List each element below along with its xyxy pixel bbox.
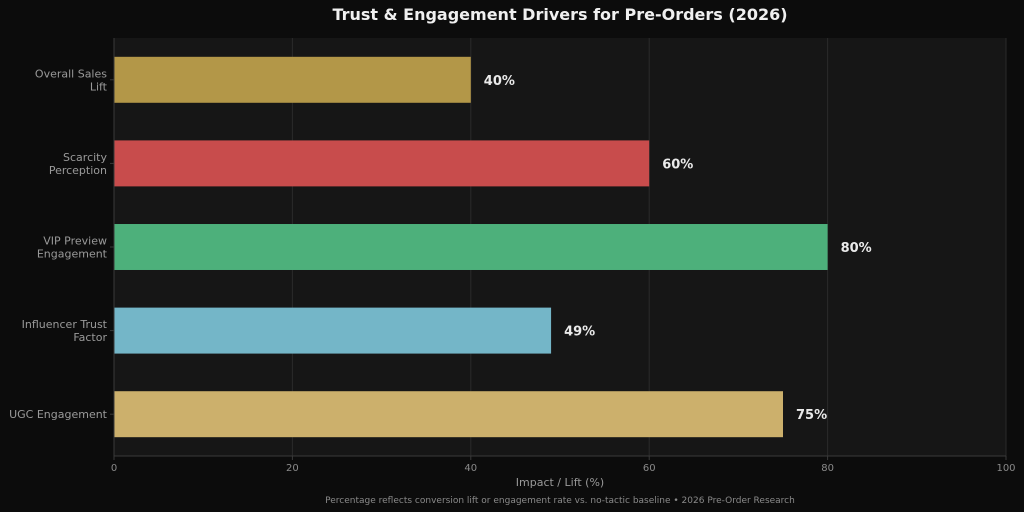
- y-tick-label-2-line-1: Engagement: [37, 248, 108, 261]
- x-axis-label: Impact / Lift (%): [516, 476, 604, 489]
- bar-3: [114, 307, 552, 354]
- y-tick-label-3-line-0: Influencer Trust: [22, 318, 108, 331]
- data-label-1: 60%: [662, 157, 693, 172]
- bar-4: [114, 391, 783, 438]
- data-label-3: 49%: [564, 325, 595, 340]
- y-tick-label-1-line-0: Scarcity: [63, 151, 107, 164]
- bar-2: [114, 224, 828, 270]
- x-tick-labels: 0 20 40 60 80 100: [111, 456, 1016, 474]
- y-tick-label-0-line-1: Lift: [90, 80, 108, 93]
- bar-0: [114, 56, 471, 103]
- x-tick-label-1: 20: [286, 463, 299, 474]
- y-tick-label-1: Scarcity Perception: [49, 151, 108, 177]
- bars: [114, 56, 828, 438]
- y-tick-label-1-line-1: Perception: [49, 164, 107, 177]
- x-tick-label-5: 100: [996, 463, 1015, 474]
- data-label-0: 40%: [484, 74, 515, 89]
- y-tick-label-0: Overall Sales Lift: [35, 67, 108, 93]
- bar-1: [114, 140, 650, 187]
- x-tick-label-3: 60: [643, 463, 656, 474]
- y-tick-label-4-line-0: UGC Engagement: [9, 408, 108, 421]
- x-tick-label-0: 0: [111, 463, 117, 474]
- x-tick-label-2: 40: [464, 463, 477, 474]
- y-tick-label-3: Influencer Trust Factor: [22, 318, 108, 344]
- chart-title: Trust & Engagement Drivers for Pre-Order…: [332, 5, 787, 24]
- y-tick-labels: Overall Sales Lift Scarcity Perception VIP P…: [9, 67, 114, 421]
- footnote: Percentage reflects conversion lift or e…: [325, 496, 795, 506]
- y-tick-label-4: UGC Engagement: [9, 408, 108, 421]
- y-tick-label-0-line-0: Overall Sales: [35, 67, 107, 80]
- data-label-2: 80%: [841, 241, 872, 256]
- y-tick-label-2: VIP Preview Engagement: [37, 235, 108, 261]
- y-tick-label-3-line-1: Factor: [73, 331, 107, 344]
- data-labels: 40% 60% 80% 49% 75%: [484, 74, 872, 423]
- data-label-4: 75%: [796, 408, 827, 423]
- y-tick-label-2-line-0: VIP Preview: [43, 235, 107, 248]
- x-tick-label-4: 80: [821, 463, 834, 474]
